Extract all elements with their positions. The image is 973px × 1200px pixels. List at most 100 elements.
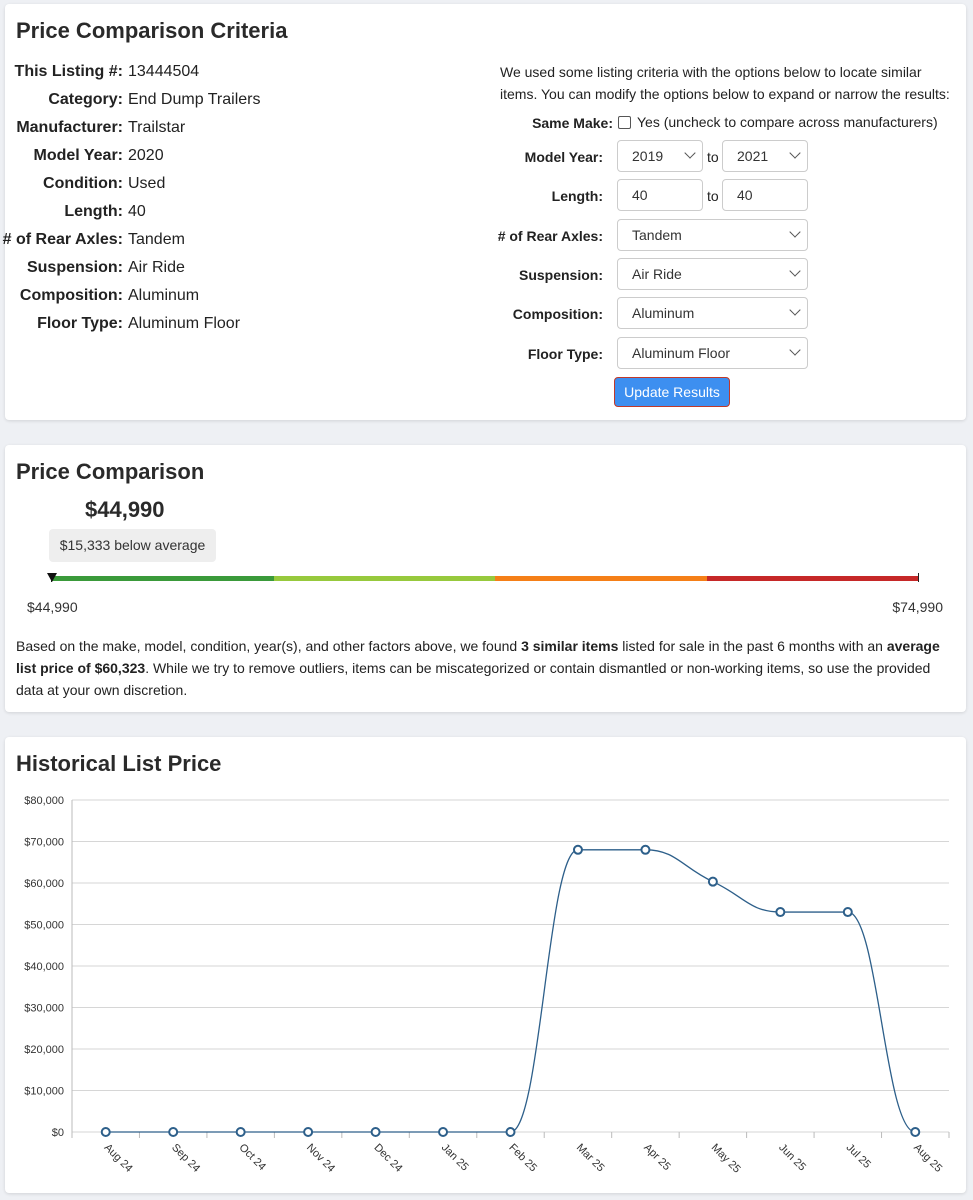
axles-row: # of Rear Axles: Tandem — [497, 219, 960, 253]
x-tick-label: Sep 24 — [169, 1142, 202, 1175]
spec-label: Length: — [64, 203, 123, 220]
spec-row: Model Year: 2020 — [5, 147, 465, 167]
length-to-value: 40 — [737, 187, 753, 203]
data-point — [438, 1127, 449, 1137]
y-tick-label: $10,000 — [24, 1086, 64, 1098]
data-point — [640, 844, 651, 855]
length-label: Length: — [551, 188, 603, 204]
x-tick-label: Apr 25 — [641, 1142, 672, 1173]
spec-value: Used — [128, 175, 166, 192]
range-max: $74,990 — [892, 599, 943, 615]
same-make-checkbox[interactable] — [618, 116, 631, 129]
spec-value: End Dump Trailers — [128, 91, 261, 108]
historical-price-card: Historical List Price $0 $10,000 $20,000 $3… — [5, 737, 966, 1193]
length-to-input[interactable]: 40 — [722, 179, 808, 211]
spec-label: Manufacturer: — [16, 119, 123, 136]
chevron-down-icon — [789, 344, 801, 356]
price-series-line — [105, 849, 916, 1133]
y-tick-label: $0 — [52, 1127, 64, 1139]
x-tick-label: Feb 25 — [506, 1142, 539, 1175]
x-tick-label: Nov 24 — [304, 1142, 337, 1175]
spec-value: Air Ride — [128, 259, 185, 276]
below-average-badge: $15,333 below average — [49, 529, 216, 562]
data-point — [910, 1127, 921, 1137]
x-tick-label: Oct 24 — [237, 1142, 268, 1173]
suspension-select[interactable]: Air Ride — [617, 258, 808, 290]
data-point — [303, 1127, 314, 1137]
spec-row: Category: End Dump Trailers — [5, 91, 465, 111]
axles-select[interactable]: Tandem — [617, 219, 808, 251]
spec-label: Category: — [48, 91, 123, 108]
range-end-tick — [918, 573, 919, 582]
x-tick-label: Jun 25 — [776, 1142, 808, 1174]
composition-select[interactable]: Aluminum — [617, 297, 808, 329]
price-comparison-title: Price Comparison — [16, 459, 205, 484]
model-year-from-select[interactable]: 2019 — [617, 140, 703, 172]
price-marker-icon — [47, 573, 57, 582]
composition-value: Aluminum — [632, 305, 695, 321]
y-tick-label: $20,000 — [24, 1044, 64, 1056]
spec-label: Floor Type: — [37, 315, 123, 332]
model-year-to-value: 2021 — [737, 148, 769, 164]
criteria-intro: We used some listing criteria with the o… — [500, 64, 950, 102]
same-make-text: Yes (uncheck to compare across manufactu… — [637, 114, 938, 130]
y-tick-label: $60,000 — [24, 878, 64, 890]
x-tick-label: Aug 25 — [911, 1142, 944, 1175]
summary-text: listed for sale in the past 6 months wit… — [618, 638, 887, 654]
spec-row: Manufacturer: Trailstar — [5, 119, 465, 139]
spec-row: Length: 40 — [5, 203, 465, 223]
spec-value: Tandem — [128, 231, 185, 248]
x-tick-label: May 25 — [709, 1142, 743, 1176]
data-point — [842, 907, 853, 918]
price-bar-segment-great — [52, 576, 274, 581]
chevron-down-icon — [684, 147, 696, 159]
spec-label: Condition: — [43, 175, 123, 192]
suspension-value: Air Ride — [632, 266, 682, 282]
price-comparison-card: Price Comparison $44,990 $15,333 below a… — [5, 445, 966, 712]
y-tick-label: $50,000 — [24, 920, 64, 932]
summary-text: Based on the make, model, condition, yea… — [16, 638, 522, 654]
spec-row: This Listing #: 13444504 — [5, 63, 465, 83]
model-year-from-value: 2019 — [632, 148, 664, 164]
suspension-label: Suspension: — [518, 267, 603, 283]
floor-type-label: Floor Type: — [527, 346, 603, 362]
spec-value: Trailstar — [128, 119, 186, 136]
x-tick-label: Mar 25 — [574, 1142, 607, 1175]
historical-price-title: Historical List Price — [16, 751, 222, 776]
to-text: to — [707, 188, 719, 204]
spec-row: Condition: Used — [5, 175, 465, 195]
suspension-row: Suspension: Air Ride — [500, 258, 960, 292]
x-tick-label: Jul 25 — [844, 1142, 873, 1171]
spec-label: Model Year: — [33, 147, 123, 164]
length-from-input[interactable]: 40 — [617, 179, 703, 211]
spec-row: # of Rear Axles: Tandem — [3, 231, 465, 251]
spec-value: 13444504 — [128, 63, 200, 80]
range-min: $44,990 — [27, 599, 78, 615]
spec-value: Aluminum Floor — [128, 315, 241, 332]
axles-value: Tandem — [632, 227, 682, 243]
length-row: Length: 40 to 40 — [500, 179, 960, 213]
axles-label: # of Rear Axles: — [497, 228, 603, 244]
floor-type-select[interactable]: Aluminum Floor — [617, 337, 808, 369]
data-point — [235, 1127, 246, 1137]
price-bar-segment-high — [707, 576, 918, 581]
same-make-row: Same Make: Yes (uncheck to compare acros… — [500, 114, 960, 148]
model-year-to-select[interactable]: 2021 — [722, 140, 808, 172]
data-point — [775, 907, 786, 918]
x-tick-label: Dec 24 — [371, 1142, 404, 1175]
update-results-button[interactable]: Update Results — [614, 377, 730, 407]
y-tick-label: $30,000 — [24, 1003, 64, 1015]
chevron-down-icon — [789, 304, 801, 316]
spec-row: Suspension: Air Ride — [5, 259, 465, 279]
spec-value: 2020 — [128, 147, 164, 164]
floor-type-row: Floor Type: Aluminum Floor — [500, 337, 960, 371]
criteria-title: Price Comparison Criteria — [16, 18, 288, 43]
data-point — [505, 1127, 516, 1137]
composition-row: Composition: Aluminum — [500, 297, 960, 331]
x-tick-label: Jan 25 — [439, 1142, 471, 1174]
data-point — [707, 876, 718, 887]
similar-items-count: 3 similar items — [521, 638, 619, 654]
criteria-card: Price Comparison Criteria This Listing #… — [3, 4, 966, 420]
y-tick-label: $40,000 — [24, 961, 64, 973]
x-tick-label: Aug 24 — [102, 1142, 135, 1175]
